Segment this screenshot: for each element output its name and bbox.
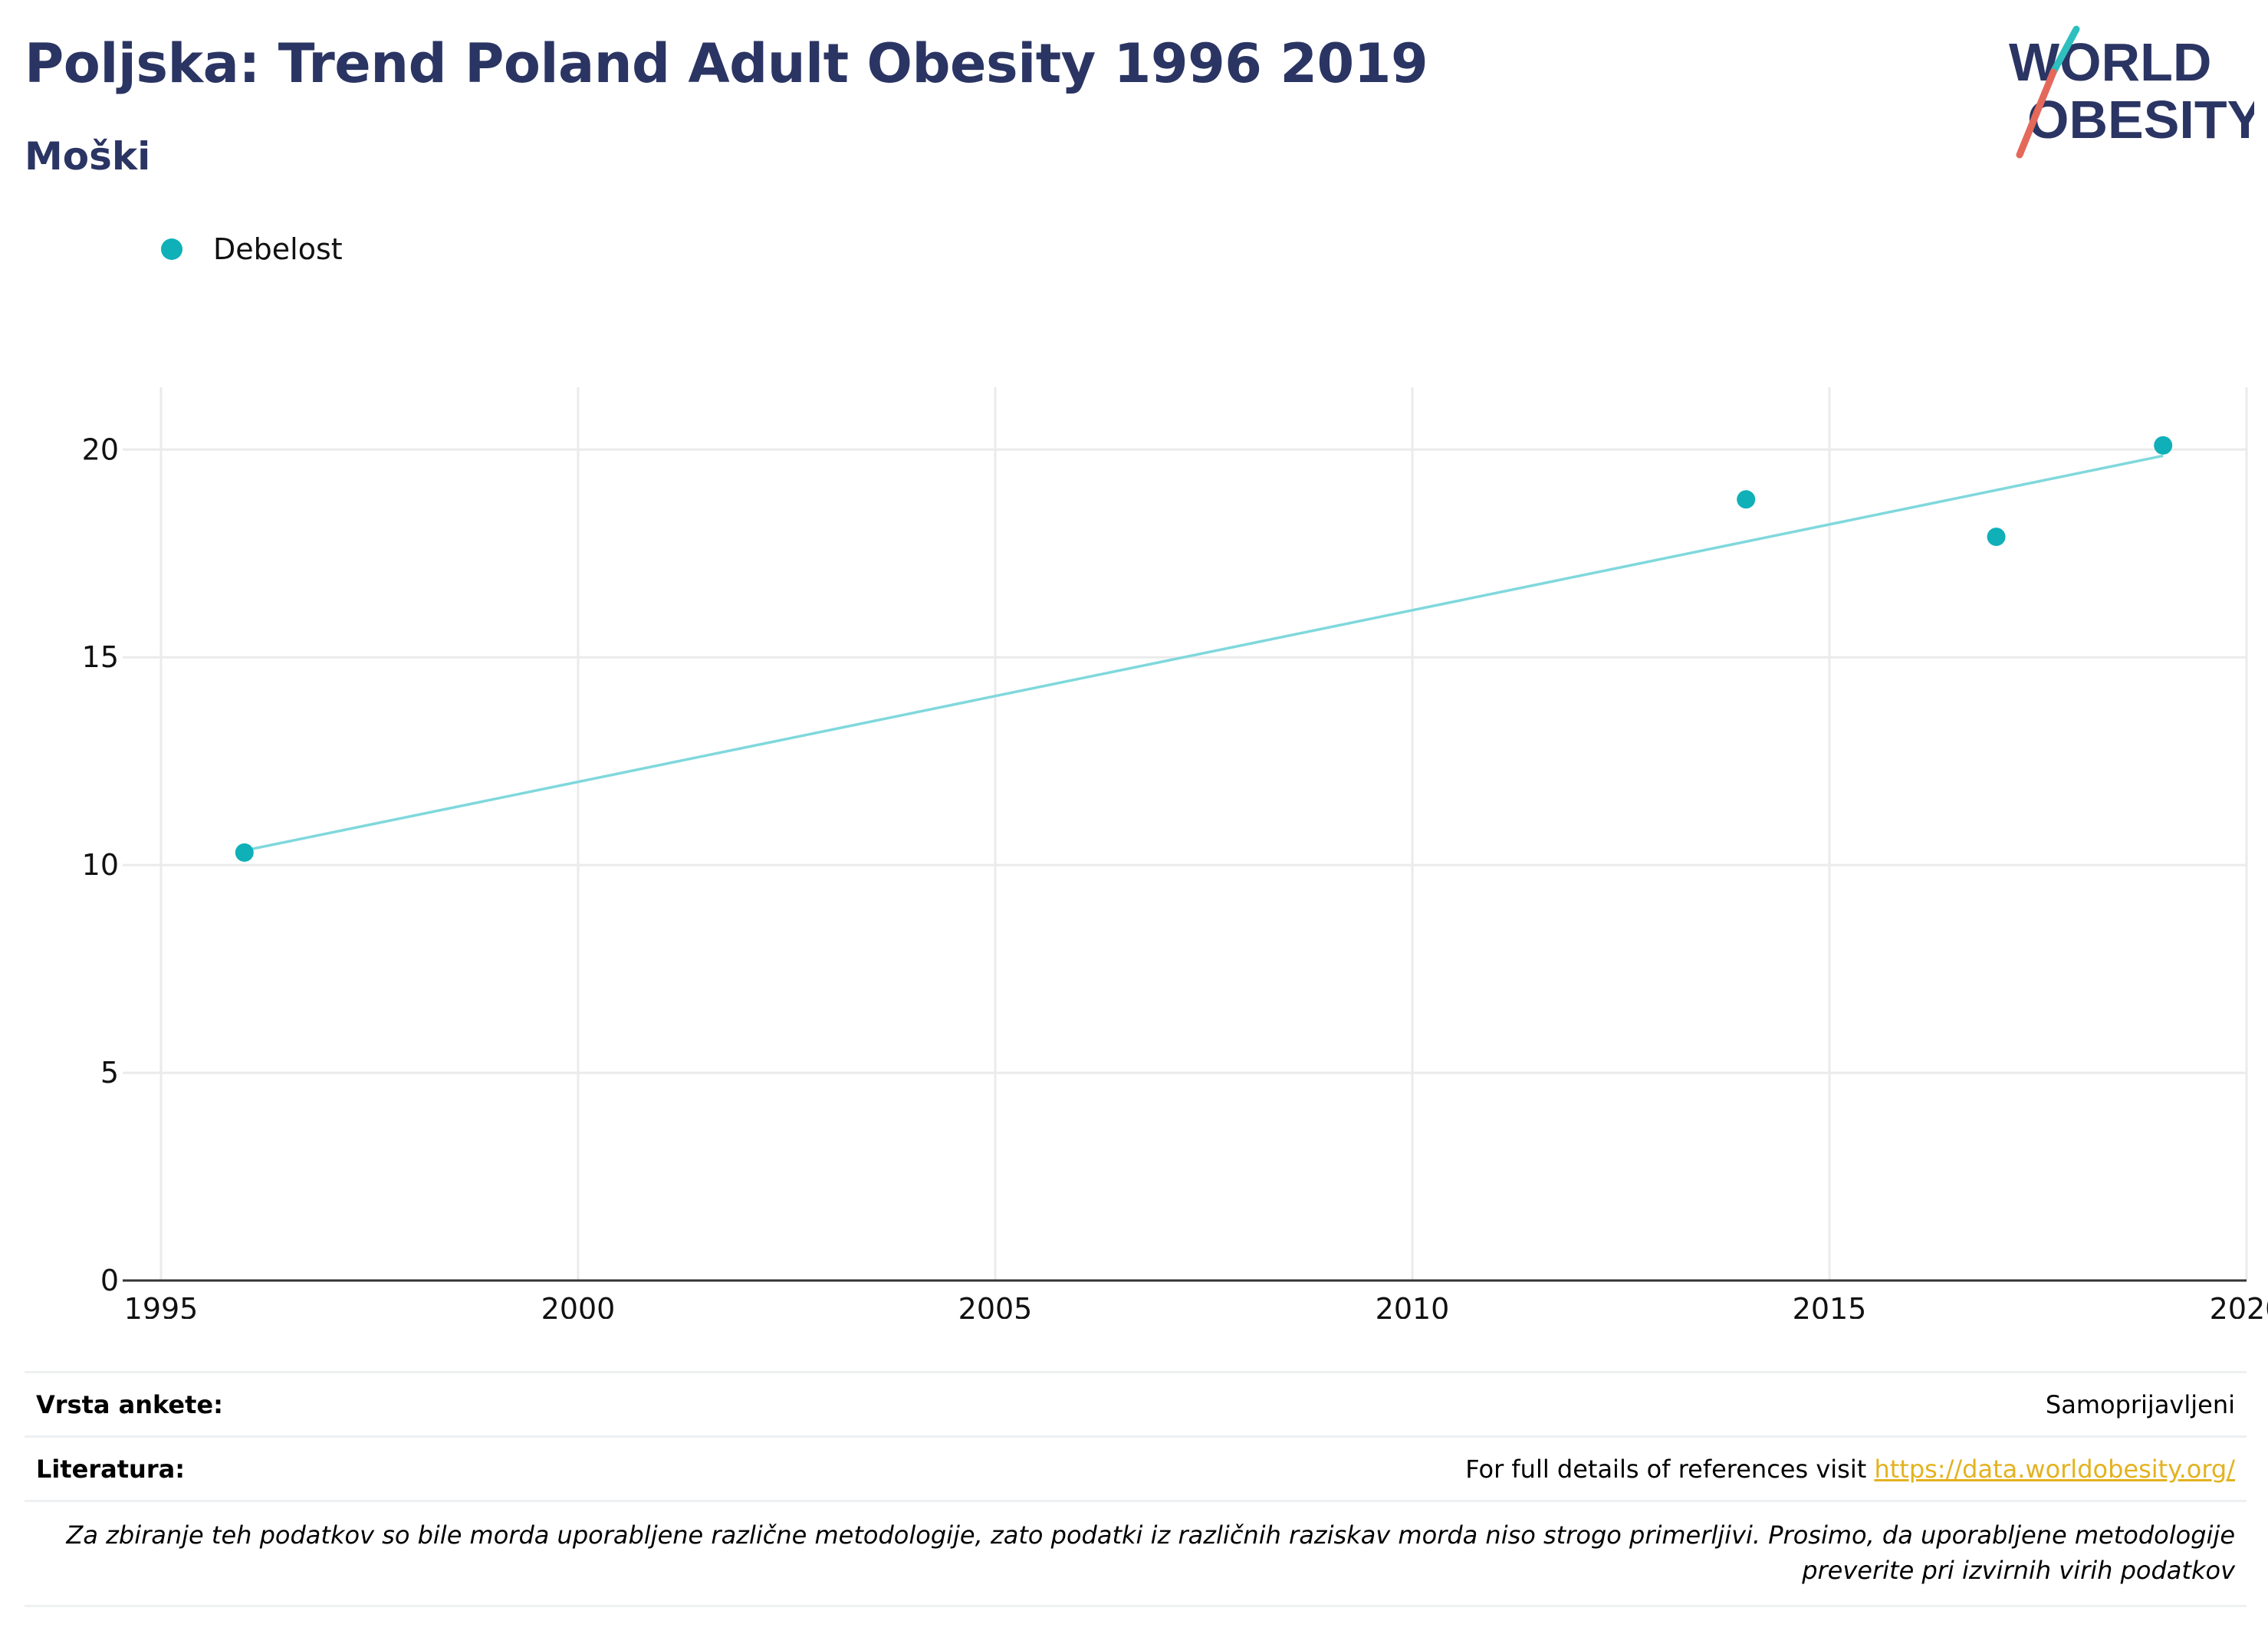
chart-subtitle: Moški [25, 134, 151, 179]
y-tick-label: 10 [82, 848, 119, 882]
y-tick-label: 15 [82, 640, 119, 674]
trend-line [244, 454, 2164, 852]
x-tick-label: 2000 [541, 1292, 616, 1319]
y-tick-label: 5 [100, 1056, 119, 1090]
x-tick-label: 2010 [1376, 1292, 1450, 1319]
legend: Debelost [161, 230, 343, 268]
data-point [2154, 436, 2173, 455]
world-obesity-logo: WORLD OBESITY [2009, 25, 2254, 159]
references-label: Literatura: [36, 1455, 185, 1484]
x-tick-label: 2015 [1793, 1292, 1867, 1319]
methodology-note-line2: preverite pri izvirnih virih podatkov [1802, 1556, 2235, 1585]
y-tick-label: 0 [100, 1264, 119, 1297]
methodology-note: Za zbiranje teh podatkov so bile morda u… [25, 1500, 2247, 1607]
references-value: For full details of references visit htt… [1465, 1455, 2235, 1484]
survey-type-row: Vrsta ankete: Samoprijavljeni [25, 1371, 2247, 1436]
references-link[interactable]: https://data.worldobesity.org/ [1874, 1455, 2235, 1484]
chart-title: Poljska: Trend Poland Adult Obesity 1996… [25, 32, 1428, 95]
legend-marker [161, 238, 182, 260]
survey-type-label: Vrsta ankete: [36, 1390, 223, 1419]
data-point [1737, 490, 1756, 509]
svg-text:OBESITY: OBESITY [2027, 90, 2254, 150]
survey-type-value: Samoprijavljeni [2045, 1390, 2235, 1419]
data-point [1987, 528, 2006, 547]
references-row: Literatura: For full details of referenc… [25, 1435, 2247, 1501]
svg-text:WORLD: WORLD [2009, 32, 2211, 92]
x-tick-label: 1995 [124, 1292, 199, 1319]
methodology-note-line1: Za zbiranje teh podatkov so bile morda u… [66, 1521, 2235, 1550]
references-text: For full details of references visit [1465, 1455, 1875, 1484]
y-tick-label: 20 [82, 432, 119, 466]
data-point [235, 843, 254, 862]
legend-label: Debelost [213, 232, 343, 266]
x-tick-label: 2005 [958, 1292, 1033, 1319]
